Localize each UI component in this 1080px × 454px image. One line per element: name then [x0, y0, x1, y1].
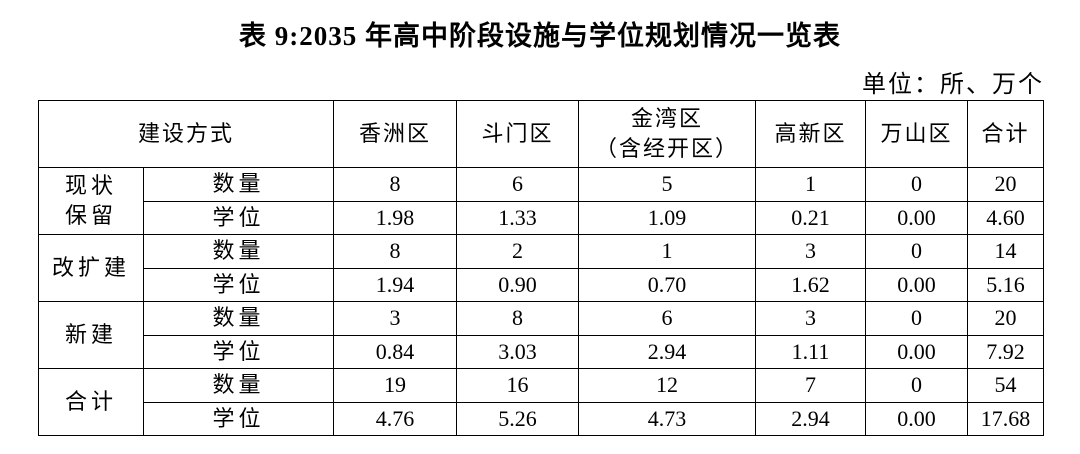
value-cell: 5.26	[456, 401, 580, 436]
header-row: 建设方式 香洲区 斗门区 金湾区 （含经开区） 高新区 万山区 合计	[37, 100, 1045, 168]
cell-line: 高新区	[774, 121, 847, 146]
table: 建设方式 香洲区 斗门区 金湾区 （含经开区） 高新区 万山区 合计 现状 保留 数量 8 6 5 1 0 20…	[37, 100, 1045, 436]
title: 表 9:2035 年高中阶段设施与学位规划情况一览表	[239, 21, 841, 51]
value-cell: 0	[865, 301, 969, 336]
value-cell: 4.60	[967, 200, 1045, 235]
data-row: 现状保留 数量 8 6 5 1 0 20	[38, 167, 1045, 235]
cell-line: 改扩建	[51, 255, 130, 280]
value-cell: 8	[333, 167, 458, 202]
value-cell: 17.68	[967, 401, 1045, 436]
header-cell: 金湾区 （含经开区）	[578, 100, 757, 168]
header-cell: 高新区	[755, 100, 867, 168]
value-cell: 3.03	[456, 334, 580, 369]
value-cell: 54	[967, 368, 1045, 403]
value-cell: 1.94	[333, 267, 458, 302]
cell-line: 斗门区	[481, 121, 554, 146]
value-cell: 5.16	[967, 267, 1045, 302]
group-cell: 新建	[38, 301, 144, 369]
data-row: 学位 4.76 5.26 4.73 2.94 0.00 17.68	[39, 401, 1045, 436]
value-cell: 1.09	[578, 200, 757, 235]
value-cell: 19	[333, 368, 458, 403]
cell-line: 保留	[64, 203, 117, 228]
cell-line: 现状	[64, 173, 117, 198]
row-label: 学位	[142, 267, 335, 302]
value-cell: 16	[456, 368, 580, 403]
value-cell: 5	[578, 167, 757, 202]
data-row: 合计 数量 19 16 12 7 0 54	[38, 368, 1045, 436]
data-row: 新建 数量 3 8 6 3 0 20	[38, 301, 1045, 369]
value-cell: 7	[755, 368, 867, 403]
value-cell: 1	[755, 167, 867, 202]
value-cell: 4.76	[333, 401, 458, 436]
value-cell: 0.00	[865, 334, 969, 369]
row-label: 学位	[142, 200, 335, 235]
value-cell: 4.73	[578, 401, 757, 436]
data-row: 学位 1.94 0.90 0.70 1.62 0.00 5.16	[39, 267, 1045, 302]
row-label: 数量	[142, 167, 335, 202]
value-cell: 7.92	[967, 334, 1045, 369]
row-label: 数量	[142, 368, 335, 403]
cell-line: 合计	[981, 121, 1030, 146]
value-cell: 6	[578, 301, 757, 336]
value-cell: 0.90	[456, 267, 580, 302]
cell-line: 万山区	[880, 121, 953, 146]
value-cell: 8	[333, 234, 458, 269]
value-cell: 12	[578, 368, 757, 403]
value-cell: 3	[755, 301, 867, 336]
value-cell: 1.33	[456, 200, 580, 235]
value-cell: 2.94	[755, 401, 867, 436]
header-cell: 合计	[967, 100, 1045, 168]
value-cell: 0.84	[333, 334, 458, 369]
value-cell: 8	[456, 301, 580, 336]
data-row: 学位 0.84 3.03 2.94 1.11 0.00 7.92	[39, 334, 1045, 369]
value-cell: 1.11	[755, 334, 867, 369]
data-row: 学位 1.98 1.33 1.09 0.21 0.00 4.60	[39, 200, 1045, 235]
value-cell: 2.94	[578, 334, 757, 369]
row-label: 学位	[142, 401, 335, 436]
row-label: 数量	[142, 234, 335, 269]
cell-line: 香洲区	[359, 121, 432, 146]
value-cell: 0.00	[865, 267, 969, 302]
row-label: 数量	[142, 301, 335, 336]
value-cell: 0.70	[578, 267, 757, 302]
header-cell: 万山区	[865, 100, 969, 168]
header-cell: 建设方式	[37, 100, 335, 168]
cell-line: 新建	[64, 322, 117, 347]
group-cell: 合计	[38, 368, 144, 436]
value-cell: 20	[967, 167, 1045, 202]
value-cell: 6	[456, 167, 580, 202]
value-cell: 0.00	[865, 401, 969, 436]
value-cell: 0	[865, 234, 969, 269]
header-cell: 香洲区	[333, 100, 458, 168]
value-cell: 20	[967, 301, 1045, 336]
row-label: 学位	[142, 334, 335, 369]
data-row: 改扩建 数量 8 2 1 3 0 14	[38, 234, 1045, 302]
cell-line: 建设方式	[138, 121, 235, 146]
cell-line: （含经开区）	[595, 136, 740, 161]
value-cell: 0	[865, 167, 969, 202]
cell-line: 合计	[64, 389, 117, 414]
value-cell: 3	[755, 234, 867, 269]
value-cell: 0.00	[865, 200, 969, 235]
value-cell: 1	[578, 234, 757, 269]
value-cell: 0.21	[755, 200, 867, 235]
cell-line: 金湾区	[631, 106, 704, 131]
value-cell: 1.98	[333, 200, 458, 235]
value-cell: 1.62	[755, 267, 867, 302]
unit: 单位：所、万个	[862, 72, 1044, 98]
value-cell: 2	[456, 234, 580, 269]
value-cell: 0	[865, 368, 969, 403]
header-cell: 斗门区	[456, 100, 580, 168]
group-cell: 改扩建	[38, 234, 144, 302]
value-cell: 3	[333, 301, 458, 336]
group-cell: 现状 保留	[38, 167, 144, 235]
value-cell: 14	[967, 234, 1045, 269]
